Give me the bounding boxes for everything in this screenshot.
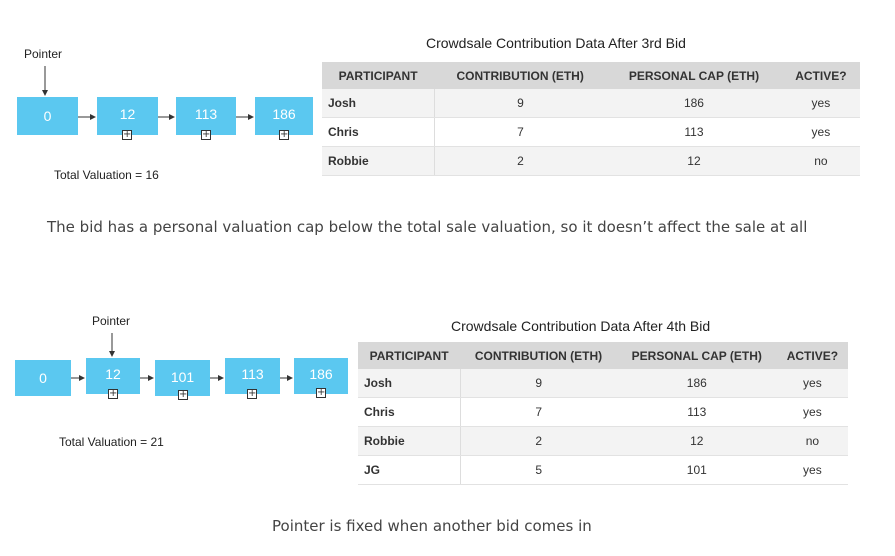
total-valuation: Total Valuation = 16 — [54, 168, 159, 182]
table-title: Crowdsale Contribution Data After 4th Bi… — [451, 318, 711, 334]
cap-cell: 101 — [616, 455, 777, 485]
active-cell: yes — [781, 89, 860, 118]
table-row: Josh 9 186 yes — [358, 369, 848, 398]
column-header: PERSONAL CAP (ETH) — [606, 62, 782, 89]
expand-icon[interactable]: + — [201, 129, 211, 140]
list-node: 12 — [97, 97, 158, 135]
list-node: 0 — [15, 360, 71, 396]
participant-cell: Chris — [358, 397, 461, 427]
participant-cell: Robbie — [322, 146, 435, 176]
column-header: CONTRIBUTION (ETH) — [460, 342, 617, 369]
table-title: Crowdsale Contribution Data After 3rd Bi… — [426, 35, 686, 51]
table-row: Josh 9 186 yes — [322, 89, 860, 118]
list-node: 186 — [255, 97, 313, 135]
table-row: JG 5 101 yes — [358, 455, 848, 485]
list-node: 113 — [225, 358, 280, 394]
table-row: Chris 7 113 yes — [322, 117, 860, 147]
node-value: 113 — [241, 366, 264, 382]
contribution-cell: 7 — [460, 397, 617, 427]
active-cell: no — [776, 426, 848, 456]
participant-cell: Robbie — [358, 426, 461, 456]
active-cell: yes — [776, 369, 848, 398]
node-value: 0 — [43, 108, 52, 124]
column-header: CONTRIBUTION (ETH) — [434, 62, 607, 89]
active-cell: yes — [776, 455, 848, 485]
node-value: 12 — [119, 106, 136, 122]
list-node: 113 — [176, 97, 236, 135]
contribution-cell: 5 — [460, 455, 617, 485]
column-header: PARTICIPANT — [358, 342, 461, 369]
cap-cell: 12 — [616, 426, 777, 456]
column-header: PARTICIPANT — [322, 62, 435, 89]
cap-cell: 113 — [616, 397, 777, 427]
table-row: Robbie 2 12 no — [358, 426, 848, 456]
node-value: 101 — [170, 369, 195, 385]
total-valuation: Total Valuation = 21 — [59, 435, 164, 449]
column-header: ACTIVE? — [781, 62, 860, 89]
cap-cell: 113 — [606, 117, 782, 147]
cap-cell: 12 — [606, 146, 782, 176]
participant-cell: Josh — [358, 369, 461, 398]
expand-icon[interactable]: + — [247, 388, 257, 399]
contribution-table: PARTICIPANT CONTRIBUTION (ETH) PERSONAL … — [358, 342, 848, 485]
active-cell: yes — [776, 397, 848, 427]
caption: Pointer is fixed when another bid comes … — [272, 517, 592, 535]
contribution-cell: 2 — [460, 426, 617, 456]
expand-icon[interactable]: + — [108, 388, 118, 399]
list-node: 0 — [17, 97, 78, 135]
participant-cell: Chris — [322, 117, 435, 147]
contribution-cell: 7 — [434, 117, 607, 147]
node-value: 12 — [105, 366, 121, 382]
expand-icon[interactable]: + — [122, 129, 132, 140]
list-node: 12 — [86, 358, 140, 394]
table-header-row: PARTICIPANT CONTRIBUTION (ETH) PERSONAL … — [358, 342, 848, 369]
column-header: PERSONAL CAP (ETH) — [616, 342, 777, 369]
pointer-label: Pointer — [24, 47, 63, 61]
node-value: 113 — [194, 106, 218, 122]
contribution-cell: 2 — [434, 146, 607, 176]
expand-icon[interactable]: + — [279, 129, 289, 140]
participant-cell: Josh — [322, 89, 435, 118]
contribution-cell: 9 — [460, 369, 617, 398]
participant-cell: JG — [358, 455, 461, 485]
caption: The bid has a personal valuation cap bel… — [47, 218, 808, 236]
table-header-row: PARTICIPANT CONTRIBUTION (ETH) PERSONAL … — [322, 62, 860, 89]
node-value: 0 — [39, 370, 47, 386]
contribution-table: PARTICIPANT CONTRIBUTION (ETH) PERSONAL … — [322, 62, 860, 176]
contribution-cell: 9 — [434, 89, 607, 118]
expand-icon[interactable]: + — [178, 389, 188, 400]
node-value: 186 — [309, 366, 333, 382]
table-row: Robbie 2 12 no — [322, 146, 860, 176]
active-cell: no — [781, 146, 860, 176]
column-header: ACTIVE? — [776, 342, 848, 369]
table-row: Chris 7 113 yes — [358, 397, 848, 427]
node-value: 186 — [272, 106, 296, 122]
cap-cell: 186 — [616, 369, 777, 398]
active-cell: yes — [781, 117, 860, 147]
pointer-label: Pointer — [92, 314, 131, 328]
expand-icon[interactable]: + — [316, 387, 326, 398]
cap-cell: 186 — [606, 89, 782, 118]
